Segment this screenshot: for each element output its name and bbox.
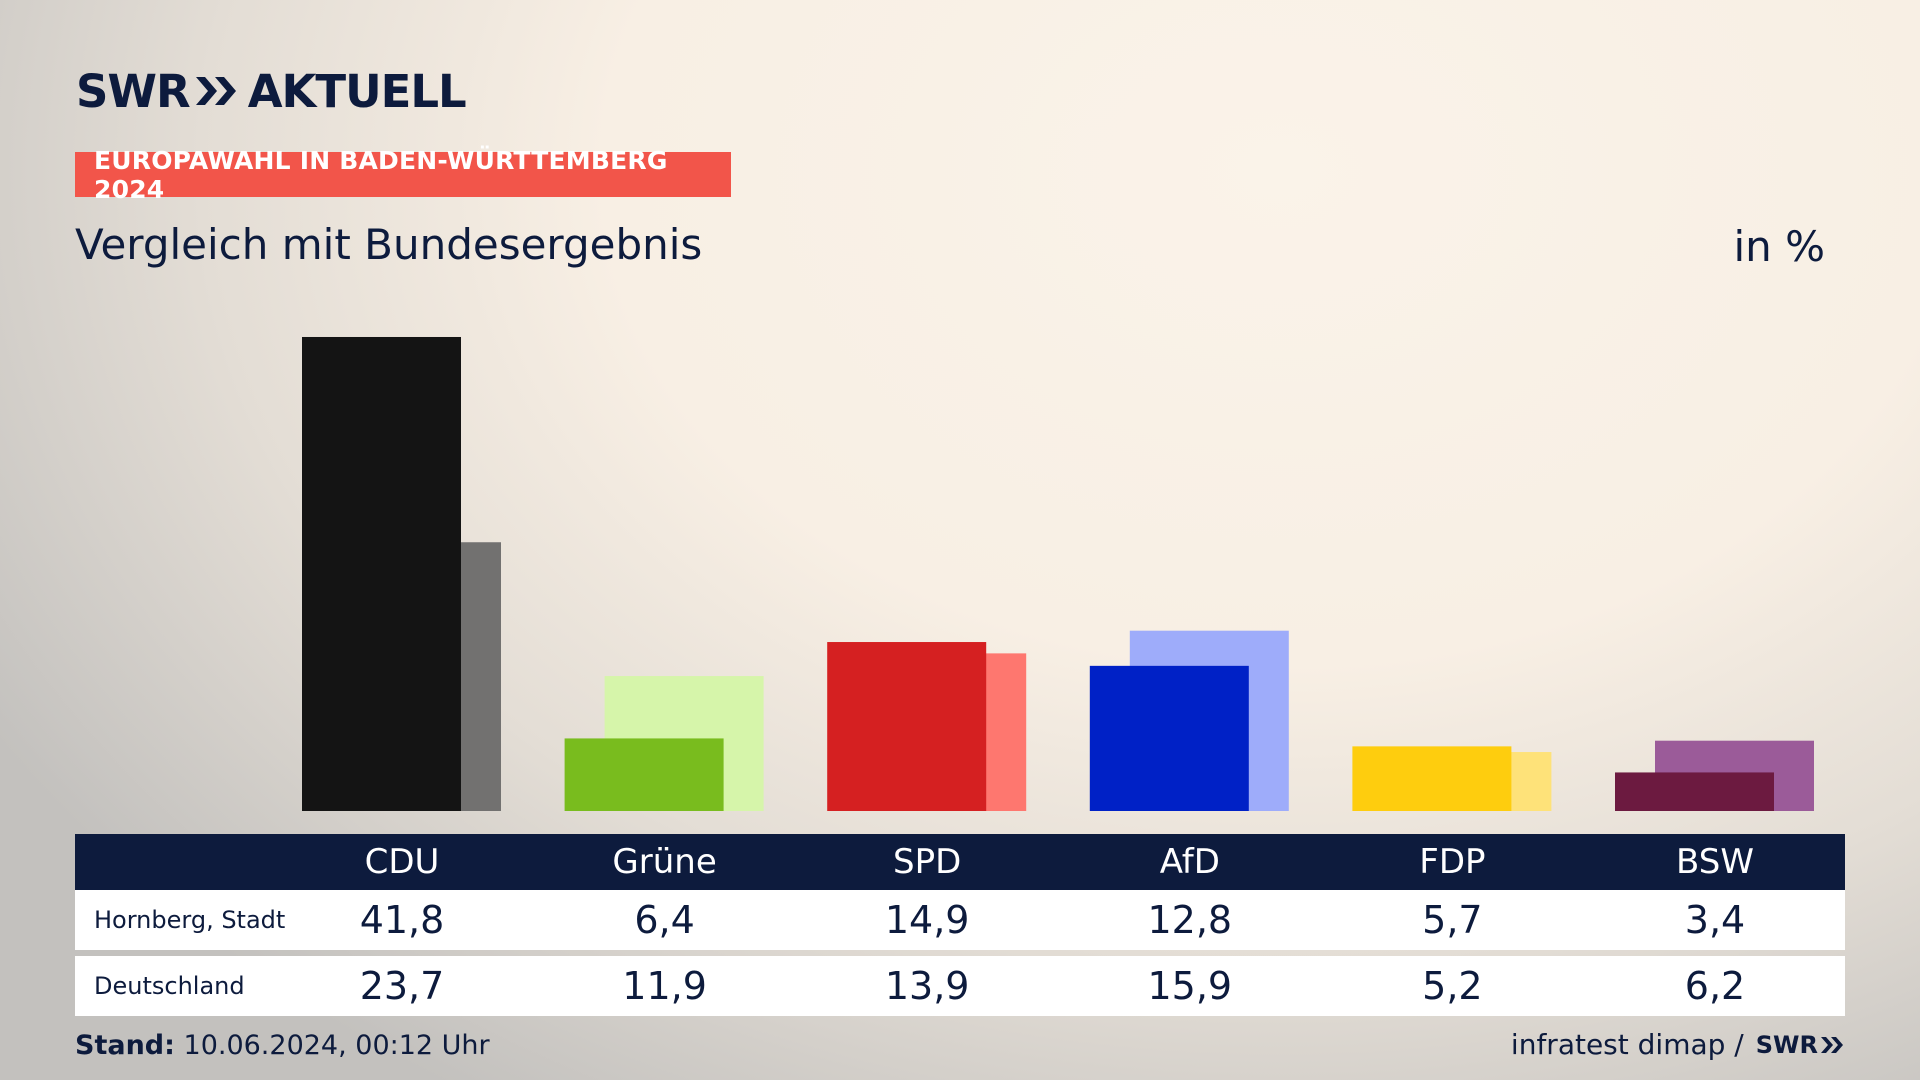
stand-value: 10.06.2024, 00:12 Uhr [183,1030,490,1061]
bar-hornberg-gr-ne [564,738,724,811]
column-header-afd: AfD [1159,842,1220,882]
bar-hornberg-fdp [1352,746,1512,811]
column-header-spd: SPD [893,842,962,882]
table-cell-value: 11,9 [622,964,707,1008]
timestamp: Stand: 10.06.2024, 00:12 Uhr [75,1030,490,1061]
swr-mini-logo: SWR [1756,1031,1844,1059]
table-header: CDU Grüne SPD AfD FDP BSW [75,834,1845,890]
unit-label: in % [1733,222,1825,271]
table-cell-value: 14,9 [884,898,970,942]
table-row: Hornberg, Stadt 41,8 6,4 14,9 12,8 5,7 3,4 [75,890,1845,950]
source-credit: infratest dimap / SWR [1511,1028,1844,1061]
chart-subtitle: Vergleich mit Bundesergebnis [75,220,703,269]
swr-aktuell-logo: SWR AKTUELL [76,64,467,118]
logo-swr-text: SWR [76,64,191,118]
table-row: Deutschland 23,7 11,9 13,9 15,9 5,2 6,2 [75,956,1845,1016]
bar-chart [302,336,1814,811]
table-cell-value: 23,7 [359,964,445,1008]
chevron-double-right-icon [195,77,236,105]
table-cell-value: 15,9 [1147,964,1233,1008]
mini-logo-text: SWR [1755,1030,1818,1059]
table-cell-value: 6,2 [1684,964,1746,1008]
bar-hornberg-afd [1089,665,1249,811]
bar-hornberg-cdu [302,336,461,811]
source-text: infratest dimap / [1510,1028,1744,1061]
column-header-fdp: FDP [1419,842,1486,882]
column-header-bsw: BSW [1676,842,1754,882]
logo-aktuell-text: AKTUELL [247,64,467,118]
table-cell-value: 6,4 [634,898,695,942]
column-header-gr-ne: Grüne [612,842,717,882]
column-header-cdu: CDU [364,842,440,882]
table-cell-value: 3,4 [1684,898,1746,942]
table-cell-value: 13,9 [884,964,970,1008]
results-table: CDU Grüne SPD AfD FDP BSW Hornberg, Stadt 41,… [75,834,1845,1016]
table-cell-value: 5,2 [1422,964,1483,1008]
table-cell-value: 12,8 [1147,898,1233,942]
table-cell-value: 5,7 [1422,898,1483,942]
bar-hornberg-bsw [1615,772,1774,811]
table-cell-value: 41,8 [359,898,445,942]
row-label: Hornberg, Stadt [94,906,286,934]
stand-label: Stand: [75,1030,175,1061]
chevron-double-right-icon [1821,1036,1843,1053]
row-label: Deutschland [94,972,245,1000]
bar-hornberg-spd [827,642,987,811]
